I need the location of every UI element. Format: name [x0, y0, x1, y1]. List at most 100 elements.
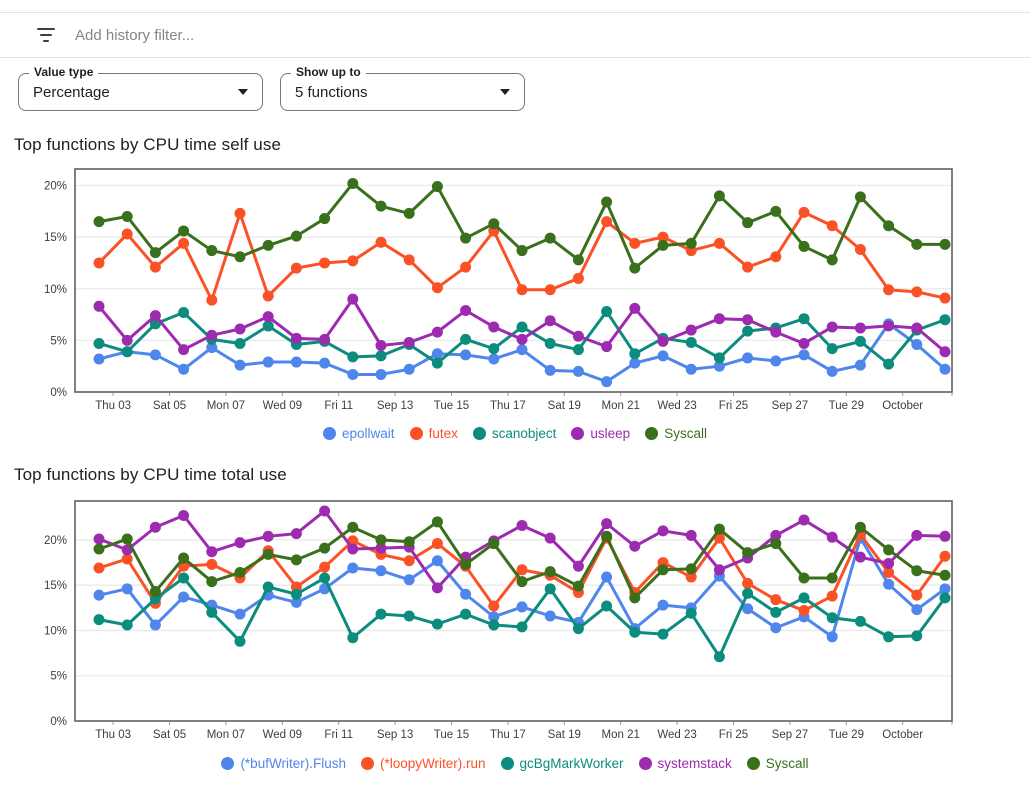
data-point [431, 181, 443, 193]
data-point [93, 543, 105, 555]
data-point [939, 363, 951, 375]
data-point [713, 190, 725, 202]
data-point [431, 326, 443, 338]
chart-total-use-plot[interactable]: 0% 5% 10% 15% 20% Thu 03 Sat 05 Mon 07 Wed 09 Fri… [0, 491, 1012, 743]
data-point [601, 376, 613, 388]
data-point [770, 205, 782, 217]
legend-swatch [472, 427, 486, 440]
data-point [685, 336, 697, 348]
data-point [685, 571, 697, 583]
data-point [262, 320, 274, 332]
data-point [854, 551, 866, 563]
data-point [375, 608, 387, 620]
data-point [375, 200, 387, 212]
data-point [854, 335, 866, 347]
data-point [347, 562, 359, 574]
legend-item: futex [409, 426, 458, 441]
history-filter-input[interactable] [73, 25, 1030, 45]
filter-list-icon [36, 28, 56, 42]
legend-item: (*bufWriter).Flush [221, 756, 346, 771]
data-point [883, 557, 895, 569]
chart-total-use-title: Top functions by CPU time total use [14, 465, 287, 484]
data-point [770, 606, 782, 618]
show-up-to-select[interactable]: Show up to 5 functions [280, 65, 525, 111]
data-point [375, 542, 387, 554]
data-point [234, 635, 246, 647]
data-point [826, 572, 838, 584]
data-point [178, 307, 190, 319]
data-point [826, 612, 838, 624]
data-point [347, 293, 359, 305]
x-axis-tick-label: Tue 15 [434, 729, 469, 741]
legend-item: Syscall [746, 756, 809, 771]
data-point [713, 651, 725, 663]
data-point [206, 294, 218, 306]
value-type-select[interactable]: Value type Percentage [18, 65, 263, 111]
data-point [685, 324, 697, 336]
data-point [572, 560, 584, 572]
data-point [206, 606, 218, 618]
legend-label: Syscall [765, 756, 809, 771]
chart-self-use-plot[interactable]: 0% 5% 10% 15% 20% Thu 03 Sat 05 Mon 07 Wed 09 Fri… [0, 161, 1012, 413]
data-point [911, 286, 923, 298]
data-point [234, 323, 246, 335]
legend-swatch [571, 427, 585, 440]
data-point [939, 569, 951, 581]
data-point [93, 300, 105, 312]
data-point [713, 237, 725, 249]
legend-label: (*bufWriter).Flush [240, 756, 346, 771]
data-point [544, 532, 556, 544]
data-point [93, 562, 105, 574]
data-point [93, 353, 105, 365]
data-point [544, 583, 556, 595]
value-type-label: Value type [29, 65, 99, 80]
data-point [657, 231, 669, 243]
chart-self-use-legend: epollwait futex scanobject usleep Syscall [0, 426, 1030, 441]
data-point [685, 237, 697, 249]
y-axis-tick-label: 15% [44, 232, 67, 244]
x-axis-tick-label: Mon 07 [207, 400, 245, 412]
data-point [798, 572, 810, 584]
data-point [883, 358, 895, 370]
legend-swatch [500, 757, 514, 770]
data-point [460, 558, 472, 570]
data-point [403, 574, 415, 586]
data-point [601, 341, 613, 353]
x-axis-tick-label: Wed 23 [657, 400, 696, 412]
data-point [347, 368, 359, 380]
controls-row: Value type Percentage Show up to 5 funct… [18, 65, 1030, 111]
data-point [319, 257, 331, 269]
data-point [826, 254, 838, 266]
data-point [234, 251, 246, 263]
data-point [713, 313, 725, 325]
y-axis-tick-label: 10% [44, 625, 67, 637]
data-point [657, 628, 669, 640]
data-point [601, 530, 613, 542]
data-point [431, 282, 443, 294]
data-point [770, 594, 782, 606]
data-point [431, 618, 443, 630]
data-point [234, 337, 246, 349]
data-point [347, 351, 359, 363]
data-point [742, 547, 754, 559]
data-point [319, 357, 331, 369]
data-point [347, 632, 359, 644]
legend-item: usleep [571, 426, 630, 441]
data-point [657, 599, 669, 611]
data-point [516, 601, 528, 613]
data-point [516, 344, 528, 356]
data-point [319, 542, 331, 554]
data-point [742, 325, 754, 337]
data-point [290, 554, 302, 566]
x-axis-tick-label: Thu 17 [490, 400, 526, 412]
data-point [826, 321, 838, 333]
data-point [770, 538, 782, 550]
data-point [572, 344, 584, 356]
data-point [375, 350, 387, 362]
data-point [572, 365, 584, 377]
data-point [178, 552, 190, 564]
data-point [685, 607, 697, 619]
data-point [121, 334, 133, 346]
data-point [403, 207, 415, 219]
data-point [657, 335, 669, 347]
